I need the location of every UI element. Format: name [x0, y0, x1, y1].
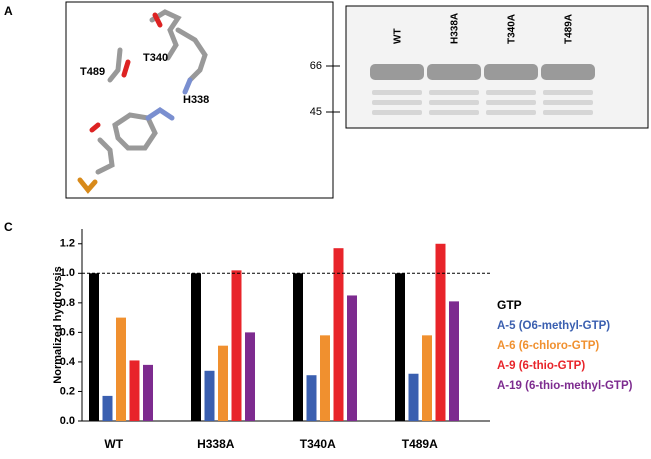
- bar: [395, 273, 405, 421]
- bar: [116, 317, 126, 421]
- bar: [129, 360, 140, 421]
- gel-band: [429, 90, 479, 95]
- residue-label: H338: [183, 94, 209, 106]
- residue-label: T489: [80, 66, 105, 78]
- x-tick-label: WT: [104, 437, 123, 451]
- bar: [102, 395, 113, 421]
- legend-entry: GTP: [497, 298, 522, 312]
- gel-band: [372, 100, 422, 105]
- gel-band: [543, 90, 593, 95]
- x-tick-label: T489A: [402, 437, 438, 451]
- gel: [370, 64, 595, 115]
- bar: [245, 332, 255, 421]
- gel-band: [427, 64, 481, 80]
- y-tick-label: 0.4: [60, 356, 76, 368]
- x-tick-label: H338A: [197, 437, 235, 451]
- y-tick-label: 1.2: [60, 238, 75, 250]
- x-tick-label: T340A: [300, 437, 336, 451]
- marker-label: 45: [310, 106, 322, 118]
- marker-label: 66: [310, 60, 322, 72]
- y-tick-label: 0.2: [60, 385, 75, 397]
- bar: [293, 273, 303, 421]
- bar: [449, 301, 459, 421]
- bar: [204, 370, 215, 421]
- bar: [347, 295, 357, 421]
- chart: 0.0 0.2 0.4 0.6 0.8 1.0 1.2 Normalized hydrolys…: [52, 229, 633, 451]
- lane-label: T340A: [507, 14, 518, 44]
- bar: [306, 375, 317, 421]
- gel-band: [372, 90, 422, 95]
- bar: [408, 373, 419, 421]
- bar: [435, 243, 446, 421]
- bar: [191, 273, 201, 421]
- bar: [422, 335, 432, 421]
- bar: [218, 345, 228, 421]
- residue-label: T340: [143, 52, 168, 64]
- panel-label: A: [4, 4, 13, 18]
- gel-band: [486, 110, 536, 115]
- gel-band: [429, 110, 479, 115]
- gel-band: [543, 110, 593, 115]
- gel-band: [486, 90, 536, 95]
- lane-label: WT: [393, 28, 404, 44]
- lane-label: T489A: [564, 14, 575, 44]
- gel-band: [541, 64, 595, 80]
- y-axis-title: Normalized hydrolysis: [52, 266, 64, 383]
- lane-label: H338A: [450, 13, 461, 44]
- legend-entry: A-5 (O6-methyl-GTP): [497, 320, 610, 332]
- structure: [77, 9, 208, 194]
- bar: [89, 273, 99, 421]
- gel-band: [370, 64, 424, 80]
- y-tick-label: 0.0: [60, 415, 75, 427]
- y-tick-label: 0.6: [60, 326, 75, 338]
- gel-band: [429, 100, 479, 105]
- panel-label: C: [4, 220, 13, 234]
- gel-band: [484, 64, 538, 80]
- y-tick-label: 1.0: [60, 267, 75, 279]
- bar: [333, 248, 344, 421]
- legend-entry: A-19 (6-thio-methyl-GTP): [497, 380, 633, 392]
- y-tick-label: 0.8: [60, 297, 75, 309]
- bar: [231, 270, 242, 421]
- bar: [143, 364, 153, 421]
- gel-band: [543, 100, 593, 105]
- legend-entry: A-9 (6-thio-GTP): [497, 360, 585, 372]
- gel-band: [486, 100, 536, 105]
- bar: [320, 335, 330, 421]
- legend-entry: A-6 (6-chloro-GTP): [497, 340, 599, 352]
- gel-band: [372, 110, 422, 115]
